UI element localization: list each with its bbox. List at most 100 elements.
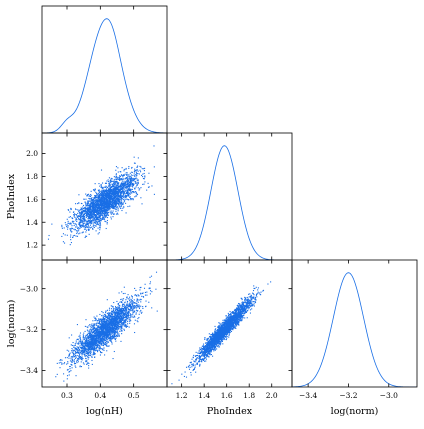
scatter-point: [106, 212, 107, 213]
scatter-point: [124, 200, 125, 201]
scatter-point: [104, 190, 105, 191]
scatter-point: [81, 207, 82, 208]
scatter-point: [67, 361, 68, 362]
scatter-point: [139, 306, 140, 307]
scatter-point: [112, 178, 113, 179]
scatter-point: [103, 341, 104, 342]
scatter-point: [116, 177, 117, 178]
scatter-point: [95, 183, 96, 184]
scatter-point: [116, 179, 117, 180]
scatter-point: [139, 166, 140, 167]
scatter-point: [122, 198, 123, 199]
scatter-point: [123, 313, 124, 314]
scatter-point: [92, 320, 93, 321]
scatter-point: [104, 211, 105, 212]
scatter-point: [134, 173, 135, 174]
scatter-point: [76, 236, 77, 237]
scatter-point: [118, 307, 119, 308]
scatter-point: [125, 185, 126, 186]
scatter-point: [107, 324, 108, 325]
scatter-point: [121, 199, 122, 200]
scatter-point: [134, 170, 135, 171]
scatter-log(nH)-vs-PhoIndex: [48, 145, 191, 245]
scatter-point: [120, 341, 121, 342]
scatter-point: [64, 227, 65, 228]
scatter-point: [102, 323, 103, 324]
scatter-point: [103, 342, 104, 343]
scatter-point: [94, 327, 95, 328]
scatter-point: [123, 194, 124, 195]
scatter-point: [70, 230, 71, 231]
scatter-point: [101, 184, 102, 185]
scatter-point: [108, 198, 109, 199]
scatter-point: [102, 207, 103, 208]
scatter-point: [78, 229, 79, 230]
scatter-point: [76, 342, 77, 343]
scatter-point: [91, 212, 92, 213]
scatter-point: [106, 345, 107, 346]
scatter-point: [130, 183, 131, 184]
scatter-point: [87, 211, 88, 212]
scatter-point: [129, 182, 130, 183]
scatter-point: [117, 188, 118, 189]
scatter-point: [57, 363, 58, 364]
scatter-point: [94, 343, 95, 344]
scatter-point: [85, 336, 86, 337]
scatter-point: [70, 370, 71, 371]
scatter-point: [112, 206, 113, 207]
scatter-point: [116, 336, 117, 337]
scatter-point: [117, 203, 118, 204]
scatter-point: [127, 174, 128, 175]
scatter-point: [106, 187, 107, 188]
scatter-point: [95, 209, 96, 210]
scatter-point: [91, 202, 92, 203]
scatter-point: [70, 239, 71, 240]
scatter-point: [118, 310, 119, 311]
scatter-point: [138, 183, 139, 184]
scatter-point: [74, 216, 75, 217]
scatter-point: [113, 193, 114, 194]
scatter-point: [99, 334, 100, 335]
scatter-point: [94, 333, 95, 334]
scatter-point: [109, 196, 110, 197]
scatter-point: [94, 218, 95, 219]
scatter-point: [92, 205, 93, 206]
scatter-point: [104, 336, 105, 337]
scatter-point: [132, 172, 133, 173]
scatter-point: [93, 219, 94, 220]
scatter-point: [129, 298, 130, 299]
scatter-point: [85, 326, 86, 327]
scatter-point: [93, 324, 94, 325]
scatter-point: [80, 343, 81, 344]
scatter-point: [92, 228, 93, 229]
scatter-point: [90, 196, 91, 197]
scatter-point: [145, 301, 146, 302]
scatter-point: [117, 332, 118, 333]
scatter-point: [91, 221, 92, 222]
scatter-point: [154, 166, 155, 167]
scatter-point: [110, 198, 111, 199]
scatter-point: [114, 331, 115, 332]
scatter-point: [107, 220, 108, 221]
scatter-point: [113, 324, 114, 325]
scatter-point: [73, 342, 74, 343]
scatter-point: [83, 333, 84, 334]
scatter-point: [107, 322, 108, 323]
scatter-point: [150, 288, 151, 289]
scatter-point: [79, 216, 80, 217]
scatter-point: [125, 307, 126, 308]
scatter-point: [99, 345, 100, 346]
scatter-point: [137, 180, 138, 181]
scatter-point: [88, 349, 89, 350]
scatter-point: [115, 211, 116, 212]
scatter-point: [97, 339, 98, 340]
scatter-point: [126, 174, 127, 175]
scatter-point: [107, 195, 108, 196]
scatter-point: [110, 189, 111, 190]
scatter-point: [132, 314, 133, 315]
scatter-point: [105, 195, 106, 196]
scatter-point: [65, 222, 66, 223]
scatter-point: [104, 203, 105, 204]
scatter-point: [92, 211, 93, 212]
